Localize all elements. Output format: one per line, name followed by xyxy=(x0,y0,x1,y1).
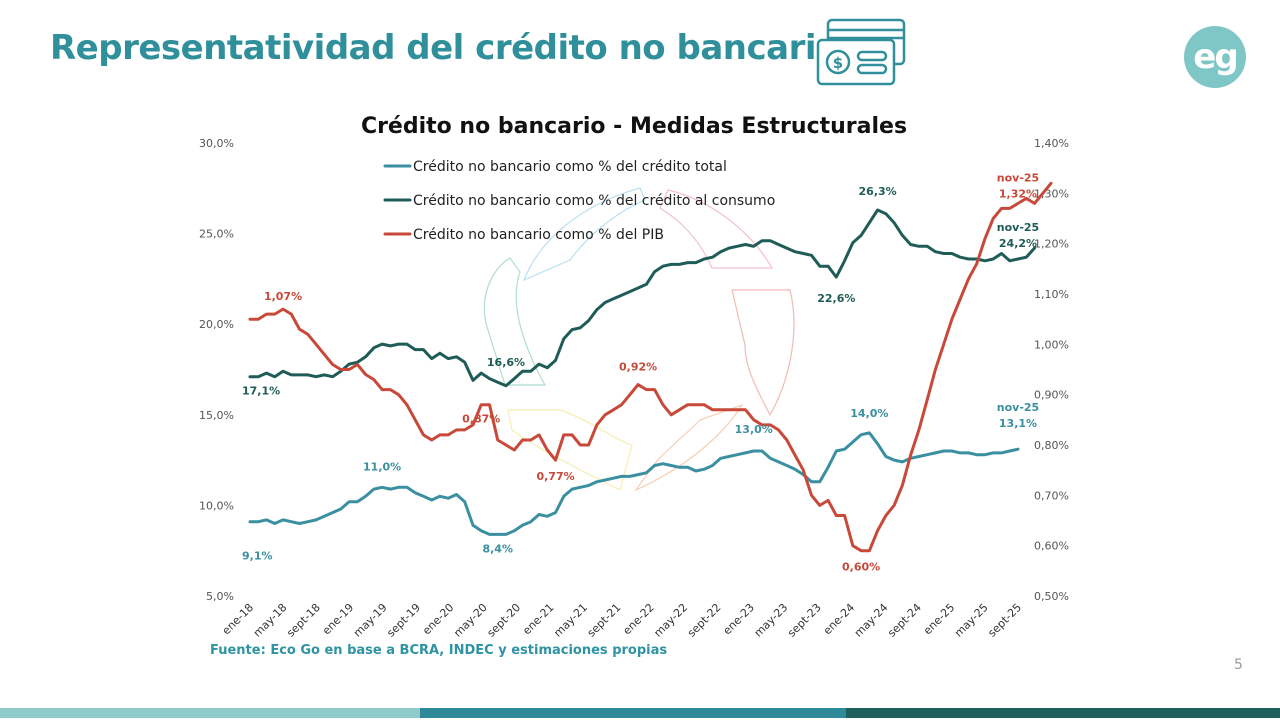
legend-label-3: Crédito no bancario como % del PIB xyxy=(413,227,664,243)
x-axis-tick-label: may-22 xyxy=(651,601,690,640)
data-label: 0,60% xyxy=(842,561,880,574)
data-label: 0,92% xyxy=(619,361,657,374)
data-label: 24,2% xyxy=(999,237,1037,250)
data-label: 26,3% xyxy=(859,185,897,198)
left-axis-tick-label: 25,0% xyxy=(199,228,234,241)
series-line-1 xyxy=(248,431,1020,536)
data-label: 16,6% xyxy=(487,356,525,369)
right-axis-tick-label: 0,60% xyxy=(1034,540,1069,553)
footer-bar-medium xyxy=(420,708,846,718)
data-label: nov-25 xyxy=(997,401,1039,414)
x-axis-tick-label: sept-19 xyxy=(384,601,423,640)
right-axis-tick-label: 0,80% xyxy=(1034,439,1069,452)
slide-title: Representatividad del crédito no bancari… xyxy=(50,28,839,68)
left-axis-tick-label: 15,0% xyxy=(199,409,234,422)
x-axis-tick-label: may-23 xyxy=(752,601,791,640)
page-number: 5 xyxy=(1234,657,1243,673)
right-axis-tick-label: 1,40% xyxy=(1034,137,1069,150)
svg-text:$: $ xyxy=(833,54,843,72)
x-axis-tick-label: sept-25 xyxy=(985,601,1024,640)
x-axis-tick-label: sept-18 xyxy=(284,601,323,640)
data-label: 13,0% xyxy=(735,423,773,436)
right-axis-tick-label: 0,90% xyxy=(1034,389,1069,402)
x-axis-tick-label: may-24 xyxy=(852,601,891,640)
left-axis-tick-label: 10,0% xyxy=(199,499,234,512)
x-axis-tick-label: sept-22 xyxy=(685,601,724,640)
right-axis-tick-label: 0,50% xyxy=(1034,590,1069,603)
data-label: 14,0% xyxy=(850,407,888,420)
watermark-arrows xyxy=(483,187,795,492)
x-axis-tick-label: ene-23 xyxy=(721,601,757,637)
data-label: nov-25 xyxy=(997,171,1039,184)
data-label: 17,1% xyxy=(242,385,280,398)
data-label: 0,87% xyxy=(462,413,500,426)
x-axis-tick-label: ene-24 xyxy=(821,601,857,637)
x-axis-tick-label: ene-20 xyxy=(420,601,456,637)
data-label: 0,77% xyxy=(536,470,574,483)
x-axis-tick-label: may-19 xyxy=(351,601,390,640)
company-logo: eg xyxy=(1184,26,1246,88)
x-axis-tick-label: sept-20 xyxy=(485,601,524,640)
x-axis-tick-label: ene-19 xyxy=(320,601,356,637)
data-label: 13,1% xyxy=(999,417,1037,430)
left-axis-tick-label: 5,0% xyxy=(206,590,234,603)
left-axis-tick-label: 30,0% xyxy=(199,137,234,150)
series-line-2 xyxy=(248,208,1036,388)
x-axis-tick-label: may-25 xyxy=(952,601,991,640)
data-label: 1,32% xyxy=(999,187,1037,200)
x-axis-tick-label: may-20 xyxy=(451,601,490,640)
x-axis-tick-label: ene-18 xyxy=(220,601,256,637)
series-line-3 xyxy=(248,181,1053,553)
left-axis-tick-label: 20,0% xyxy=(199,318,234,331)
x-axis-tick-label: may-21 xyxy=(551,601,590,640)
x-axis-tick-label: sept-23 xyxy=(785,601,824,640)
x-axis-tick-label: may-18 xyxy=(251,601,290,640)
right-axis-tick-label: 0,70% xyxy=(1034,489,1069,502)
x-axis-tick-label: ene-22 xyxy=(620,601,656,637)
data-label: 9,1% xyxy=(242,550,273,563)
footer-bar-dark xyxy=(846,708,1280,718)
data-label: 1,07% xyxy=(264,290,302,303)
x-axis-tick-label: sept-21 xyxy=(585,601,624,640)
data-label: 11,0% xyxy=(363,460,401,473)
data-label: nov-25 xyxy=(997,221,1039,234)
legend-label-1: Crédito no bancario como % del crédito t… xyxy=(413,159,727,175)
chart-title: Crédito no bancario - Medidas Estructura… xyxy=(361,114,907,139)
right-axis-tick-label: 1,30% xyxy=(1034,187,1069,200)
x-axis-tick-label: ene-25 xyxy=(921,601,957,637)
right-axis-tick-label: 1,20% xyxy=(1034,238,1069,251)
right-axis-tick-label: 1,00% xyxy=(1034,338,1069,351)
right-axis-tick-label: 1,10% xyxy=(1034,288,1069,301)
x-axis-tick-label: sept-24 xyxy=(885,601,924,640)
legend-label-2: Crédito no bancario como % del crédito a… xyxy=(413,193,775,209)
footer-bar-light xyxy=(0,708,420,718)
data-label: 22,6% xyxy=(817,292,855,305)
credit-card-dollar-icon: $ xyxy=(816,18,906,86)
source-note: Fuente: Eco Go en base a BCRA, INDEC y e… xyxy=(210,643,668,658)
x-axis-tick-label: ene-21 xyxy=(520,601,556,637)
data-label: 8,4% xyxy=(482,542,513,555)
